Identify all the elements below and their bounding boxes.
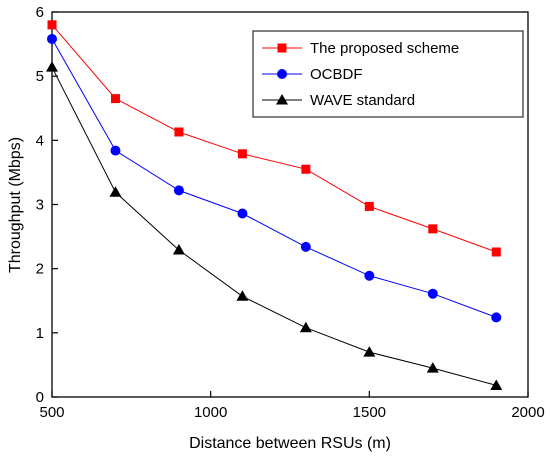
data-point [46, 61, 58, 72]
series-line [51, 24, 497, 253]
data-point [491, 312, 502, 323]
series-square [47, 20, 501, 257]
data-point [426, 362, 439, 373]
ticks-layer: 500 1000 1500 2000 0 1 2 3 4 5 6 [36, 4, 545, 421]
series-circle [47, 33, 502, 323]
data-point [236, 290, 249, 301]
data-point [364, 201, 374, 211]
x-axis-title: Distance between RSUs (m) [189, 435, 391, 452]
data-point [364, 270, 375, 281]
x-tick-label: 1000 [194, 404, 227, 421]
data-point [110, 145, 121, 156]
series-triangle [46, 61, 503, 390]
data-point [237, 149, 247, 159]
data-point [47, 33, 57, 44]
data-point [491, 247, 501, 257]
series-line [51, 66, 497, 386]
series-line [51, 38, 497, 318]
data-point [299, 321, 312, 333]
data-point [109, 186, 122, 197]
data-point [110, 94, 120, 104]
series-layer [46, 20, 503, 390]
data-point [237, 208, 248, 219]
legend-label: The proposed scheme [310, 40, 459, 57]
x-tick-label: 1500 [353, 404, 386, 421]
y-tick-label: 0 [36, 389, 44, 406]
data-point [174, 127, 184, 137]
y-tick-label: 5 [36, 68, 44, 85]
data-point [47, 20, 57, 30]
y-tick-label: 3 [36, 197, 44, 214]
legend-label: WAVE standard [310, 92, 415, 109]
data-point [490, 379, 503, 390]
data-point [363, 346, 376, 357]
y-tick-label: 4 [36, 132, 44, 149]
legend-marker [277, 43, 287, 53]
data-point [300, 241, 311, 252]
legend-marker [277, 69, 287, 79]
x-tick-label: 500 [39, 404, 64, 421]
y-tick-label: 6 [36, 4, 44, 21]
x-tick-label: 2000 [511, 404, 544, 421]
data-point [173, 185, 184, 196]
data-point [301, 164, 311, 174]
data-point [427, 288, 438, 299]
legend-marker [276, 94, 288, 105]
y-tick-label: 2 [36, 261, 44, 278]
y-axis-title: Throughput (Mbps) [7, 137, 24, 273]
data-point [172, 244, 185, 255]
legend-label: OCBDF [310, 66, 363, 83]
legend: The proposed scheme OCBDF WAVE standard [252, 30, 524, 118]
y-tick-label: 1 [36, 325, 44, 342]
data-point [428, 224, 438, 234]
